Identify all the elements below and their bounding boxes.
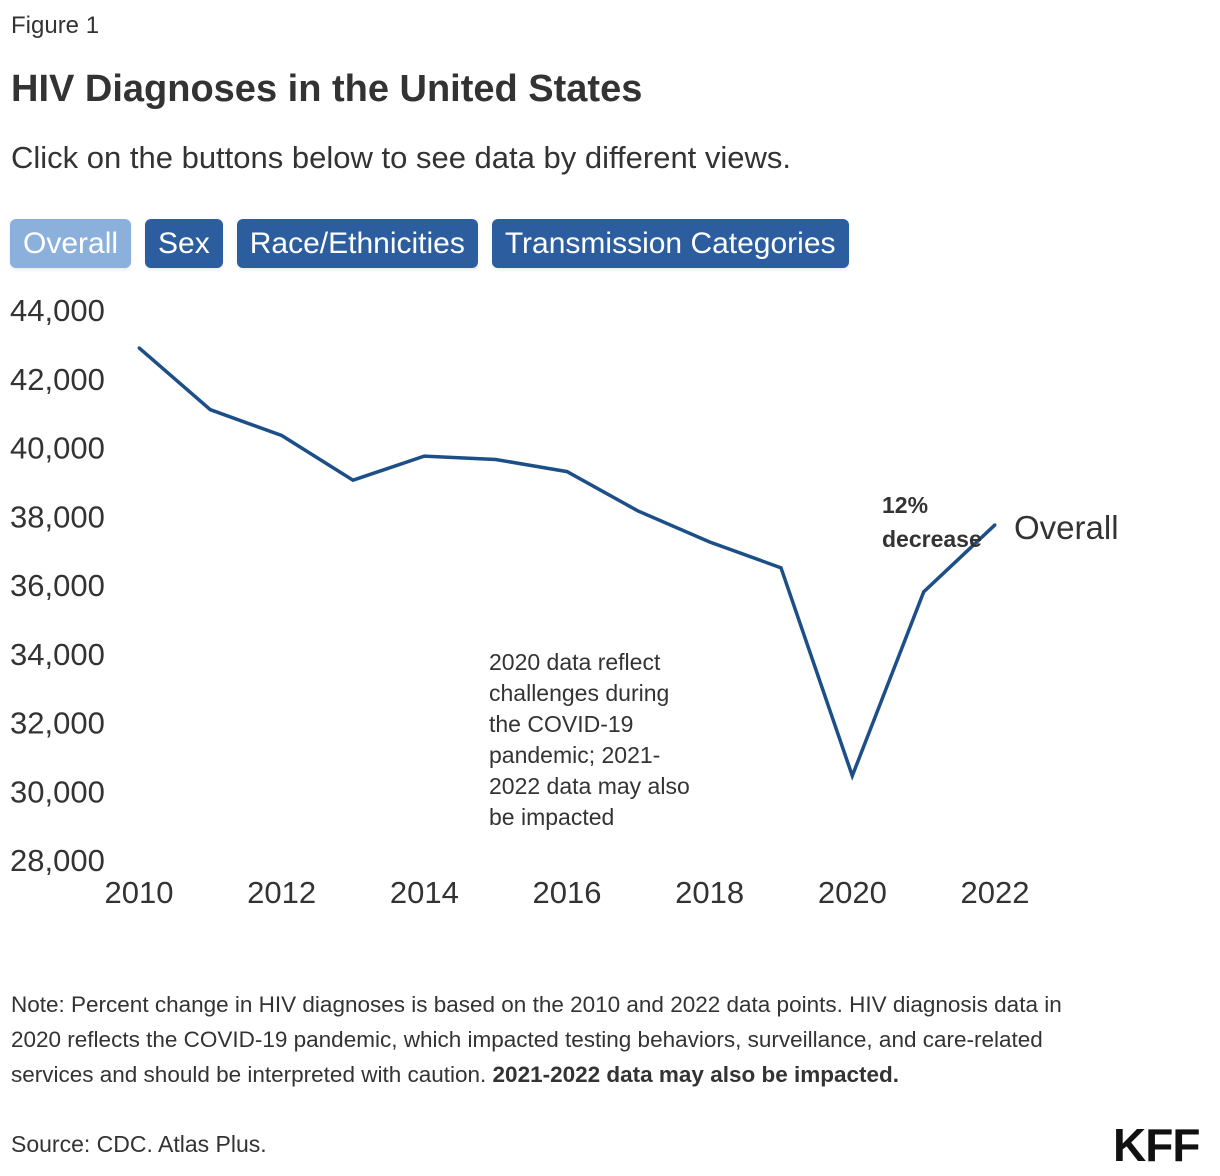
series-label: Overall	[1014, 509, 1119, 546]
y-tick-label: 36,000	[10, 568, 105, 603]
data-point	[850, 774, 854, 778]
chart-note: Note: Percent change in HIV diagnoses is…	[11, 987, 1071, 1092]
x-tick-label: 2016	[533, 875, 602, 910]
x-tick-label: 2010	[105, 875, 174, 910]
y-tick-label: 38,000	[10, 499, 105, 534]
data-point	[779, 566, 783, 570]
covid-annotation-line: challenges during	[489, 680, 669, 706]
overall-view-button[interactable]: Overall	[10, 219, 132, 268]
x-tick-label: 2012	[247, 875, 316, 910]
y-tick-label: 34,000	[10, 637, 105, 672]
change-annotation-line-1: 12%	[882, 492, 928, 518]
data-point	[565, 470, 569, 474]
kff-logo: KFF	[1113, 1119, 1200, 1171]
y-tick-label: 30,000	[10, 774, 105, 809]
data-point	[422, 454, 426, 458]
view-button-group: Overall Sex Race/Ethnicities Transmissio…	[10, 219, 849, 268]
figure-label: Figure 1	[11, 12, 100, 39]
data-point	[708, 540, 712, 544]
data-point	[494, 458, 498, 462]
covid-annotation-line: the COVID-19	[489, 711, 633, 737]
chart-subtitle: Click on the buttons below to see data b…	[11, 140, 792, 175]
data-point	[137, 346, 141, 350]
y-tick-label: 44,000	[10, 293, 105, 328]
data-point	[280, 433, 284, 437]
data-point	[993, 523, 997, 527]
data-point	[351, 478, 355, 482]
transmission-categories-view-button[interactable]: Transmission Categories	[491, 219, 849, 268]
sex-view-button[interactable]: Sex	[145, 219, 223, 268]
x-tick-label: 2014	[390, 875, 459, 910]
covid-annotation-line: be impacted	[489, 804, 614, 830]
x-tick-label: 2018	[675, 875, 744, 910]
covid-annotation-line: 2022 data may also	[489, 773, 690, 799]
data-point	[636, 509, 640, 513]
covid-annotation-line: 2020 data reflect	[489, 649, 661, 675]
note-bold-text: 2021-2022 data may also be impacted.	[492, 1062, 900, 1087]
data-point	[208, 408, 212, 412]
x-tick-label: 2020	[818, 875, 887, 910]
change-annotation-line-2: decrease	[882, 526, 982, 552]
covid-annotation-line: pandemic; 2021-	[489, 742, 660, 768]
note-text: Note: Percent change in HIV diagnoses is…	[11, 992, 1062, 1087]
y-tick-label: 32,000	[10, 706, 105, 741]
y-tick-label: 28,000	[10, 843, 105, 878]
y-tick-label: 40,000	[10, 431, 105, 466]
x-tick-label: 2022	[961, 875, 1030, 910]
chart-title: HIV Diagnoses in the United States	[11, 68, 643, 110]
data-point	[922, 590, 926, 594]
y-tick-label: 42,000	[10, 362, 105, 397]
chart-source: Source: CDC. Atlas Plus.	[11, 1131, 267, 1157]
race-ethnicities-view-button[interactable]: Race/Ethnicities	[236, 219, 478, 268]
line-chart: 28,000 30,000 32,000 34,000 36,000 38,000 40,0…	[10, 293, 1119, 910]
